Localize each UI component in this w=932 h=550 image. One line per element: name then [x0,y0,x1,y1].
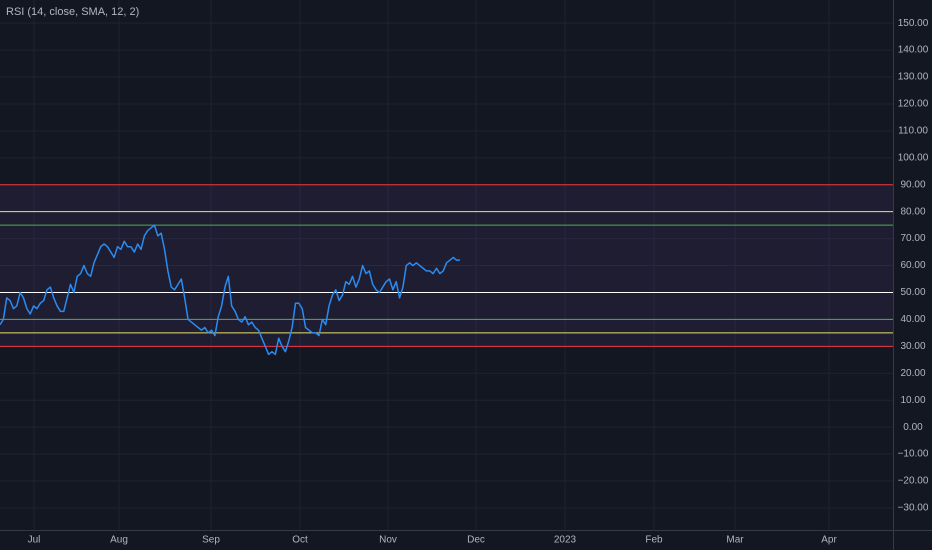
y-tick-label: 70.00 [900,233,925,244]
chart-title: RSI (14, close, SMA, 12, 2) [6,6,139,18]
y-tick-label: −30.00 [898,503,929,514]
x-tick-label: Sep [202,535,220,546]
rsi-line [0,224,460,356]
y-tick-label: 30.00 [900,341,925,352]
y-tick-label: 80.00 [900,206,925,217]
x-tick-label: Mar [726,535,744,546]
x-tick-label: Jul [28,535,41,546]
y-tick-label: 100.00 [898,152,929,163]
y-tick-label: −20.00 [898,476,929,487]
y-tick-label: −10.00 [898,449,929,460]
y-tick-label: 60.00 [900,260,925,271]
y-tick-label: 130.00 [898,72,929,83]
y-tick-label: 50.00 [900,287,925,298]
x-tick-label: Nov [379,535,397,546]
x-tick-label: Feb [645,535,663,546]
y-tick-label: 0.00 [903,422,923,433]
x-tick-label: Aug [110,535,128,546]
y-tick-label: 10.00 [900,395,925,406]
y-tick-label: 140.00 [898,45,929,56]
y-tick-label: 120.00 [898,99,929,110]
y-tick-label: 90.00 [900,179,925,190]
y-tick-label: 110.00 [898,126,928,137]
x-tick-label: Dec [467,535,485,546]
x-tick-label: 2023 [554,535,577,546]
y-tick-label: 40.00 [900,314,925,325]
y-tick-label: 150.00 [898,18,929,29]
x-tick-label: Apr [821,535,837,546]
x-tick-label: Oct [292,535,308,546]
y-tick-label: 20.00 [900,368,925,379]
level-band [0,184,893,347]
